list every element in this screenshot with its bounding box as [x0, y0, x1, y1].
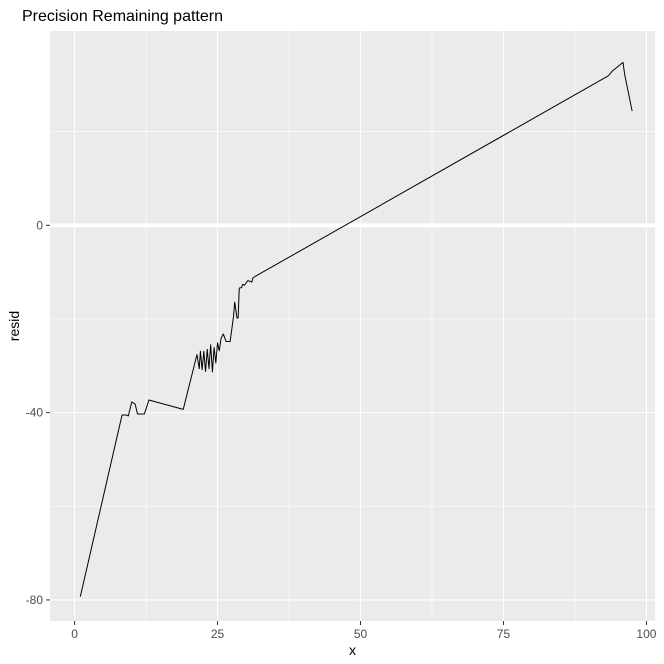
- series-group: [79, 61, 633, 597]
- resid-series-line: [79, 61, 633, 597]
- chart-title: Precision Remaining pattern: [22, 8, 223, 25]
- x-tick-labels: 0 25 50 75 100: [71, 627, 657, 641]
- grid-minor: [50, 31, 655, 621]
- y-tick-labels: -80 -40 0: [26, 218, 44, 607]
- x-tick-label: 25: [211, 627, 225, 641]
- y-tick-label: 0: [36, 218, 43, 232]
- y-tick-label: -40: [26, 406, 44, 420]
- x-tick-label: 50: [354, 627, 368, 641]
- x-tick-label: 75: [497, 627, 511, 641]
- y-axis-title: resid: [6, 311, 22, 341]
- x-tick-label: 0: [71, 627, 78, 641]
- plot-panel: [50, 31, 655, 621]
- axis-ticks: [46, 224, 647, 625]
- y-tick-label: -80: [26, 593, 44, 607]
- x-tick-label: 100: [636, 627, 656, 641]
- x-axis-title: x: [349, 642, 356, 658]
